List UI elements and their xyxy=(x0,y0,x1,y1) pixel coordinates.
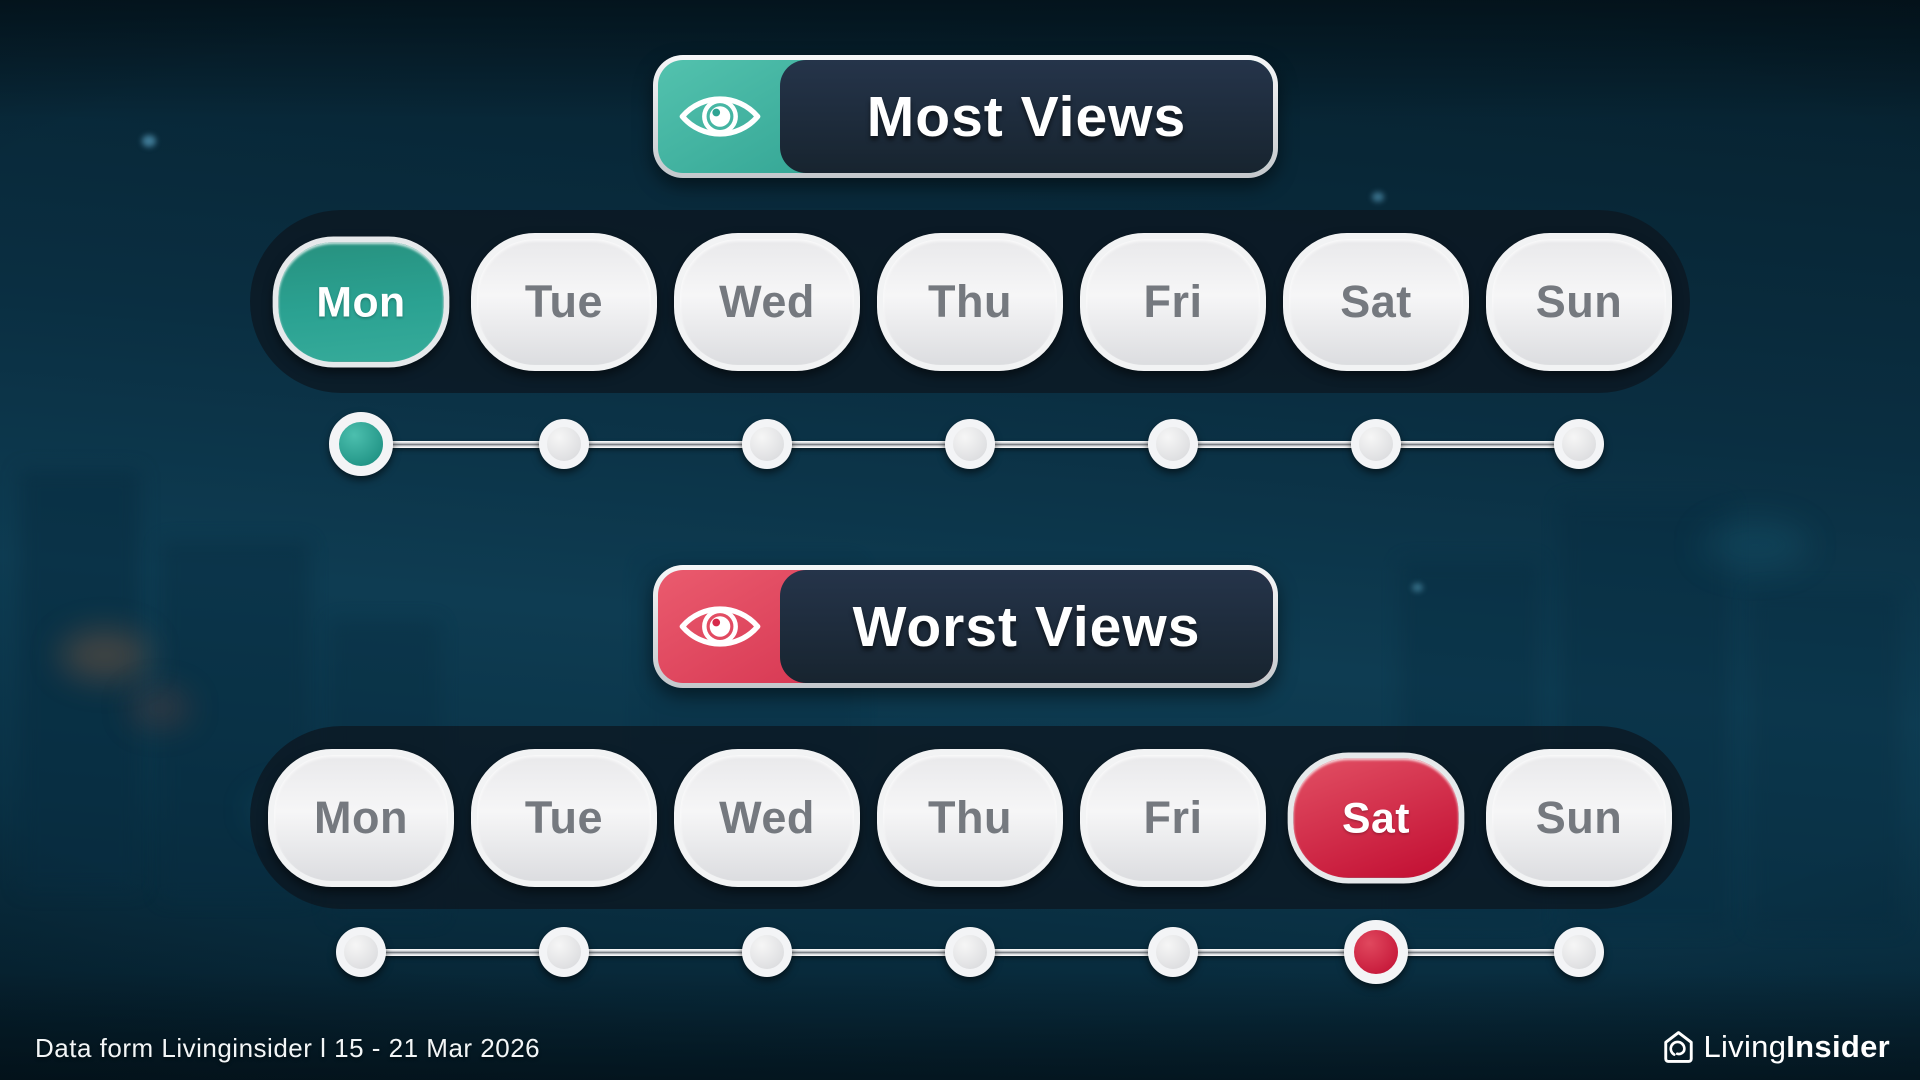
worst-views-timeline xyxy=(250,916,1690,988)
brand-logo: LivingInsider xyxy=(1663,1029,1890,1065)
day-pill-mon: Mon xyxy=(272,235,450,368)
dot-slot xyxy=(674,927,860,977)
most-views-timeline xyxy=(250,408,1690,480)
data-source-note: Data form Livinginsider l 15 - 21 Mar 20… xyxy=(35,1033,541,1063)
dot-slot xyxy=(1080,927,1266,977)
brand-name-bold: Insider xyxy=(1786,1029,1890,1064)
day-pill-sun: Sun xyxy=(1486,232,1672,371)
day-pill-sun: Sun xyxy=(1486,748,1672,887)
day-pill-sat: Sat xyxy=(1287,751,1465,884)
bg-building xyxy=(1750,590,1900,930)
dot-slot xyxy=(1283,419,1469,469)
worst-views-title: Worst Views xyxy=(852,594,1201,659)
day-pill-tue: Tue xyxy=(471,232,657,371)
dot-slot xyxy=(471,927,657,977)
dot-slot xyxy=(877,419,1063,469)
eye-icon xyxy=(679,606,761,647)
bg-light-dot xyxy=(1412,583,1423,592)
timeline-dot-sat xyxy=(1351,419,1401,469)
dot-slot xyxy=(268,412,454,476)
day-pill-mon: Mon xyxy=(268,748,454,887)
day-pill-fri: Fri xyxy=(1080,232,1266,371)
timeline-dot-sun xyxy=(1554,419,1604,469)
dot-slot xyxy=(1486,927,1672,977)
bg-light-dot xyxy=(142,135,156,147)
bg-light-dot xyxy=(1372,192,1384,202)
bg-light-glow xyxy=(1700,520,1810,570)
worst-views-header: Worst Views xyxy=(653,565,1278,688)
timeline-dot-tue xyxy=(539,927,589,977)
dot-slot xyxy=(268,927,454,977)
day-pill-sat: Sat xyxy=(1283,232,1469,371)
timeline-dot-wed xyxy=(742,419,792,469)
worst-views-badge xyxy=(658,570,782,683)
day-pill-fri: Fri xyxy=(1080,748,1266,887)
timeline-dot-thu xyxy=(945,927,995,977)
timeline-dot-fri xyxy=(1148,419,1198,469)
day-pill-wed: Wed xyxy=(674,748,860,887)
most-views-header: Most Views xyxy=(653,55,1278,178)
most-views-title: Most Views xyxy=(866,84,1187,149)
most-views-badge xyxy=(658,60,782,173)
dot-slot xyxy=(877,927,1063,977)
timeline-dot-thu xyxy=(945,419,995,469)
bg-building xyxy=(20,470,140,890)
timeline-dot-mon xyxy=(336,927,386,977)
bg-light-glow xyxy=(130,690,190,726)
eye-icon xyxy=(679,96,761,137)
timeline-dot-mon xyxy=(329,412,393,476)
timeline-dot-wed xyxy=(742,927,792,977)
most-views-header-inner: Most Views xyxy=(658,60,1273,173)
most-views-title-panel: Most Views xyxy=(780,60,1273,173)
dot-slot xyxy=(1283,920,1469,984)
timeline-dot-tue xyxy=(539,419,589,469)
day-pill-tue: Tue xyxy=(471,748,657,887)
dot-slot xyxy=(471,419,657,469)
day-pill-thu: Thu xyxy=(877,748,1063,887)
worst-views-title-panel: Worst Views xyxy=(780,570,1273,683)
day-pill-thu: Thu xyxy=(877,232,1063,371)
dot-slot xyxy=(1080,419,1266,469)
house-icon xyxy=(1664,1031,1694,1063)
brand-name: LivingInsider xyxy=(1703,1029,1890,1065)
timeline-dot-sat xyxy=(1344,920,1408,984)
dot-slot xyxy=(1486,419,1672,469)
worst-views-header-inner: Worst Views xyxy=(658,570,1273,683)
bg-light-glow xyxy=(60,630,150,680)
day-pill-wed: Wed xyxy=(674,232,860,371)
timeline-dot-sun xyxy=(1554,927,1604,977)
brand-name-regular: Living xyxy=(1703,1029,1787,1064)
most-views-day-row: Mon Tue Wed Thu Fri Sat Sun xyxy=(250,210,1690,393)
timeline-dot-fri xyxy=(1148,927,1198,977)
worst-views-day-row: Mon Tue Wed Thu Fri Sat Sun xyxy=(250,726,1690,909)
dot-slot xyxy=(674,419,860,469)
